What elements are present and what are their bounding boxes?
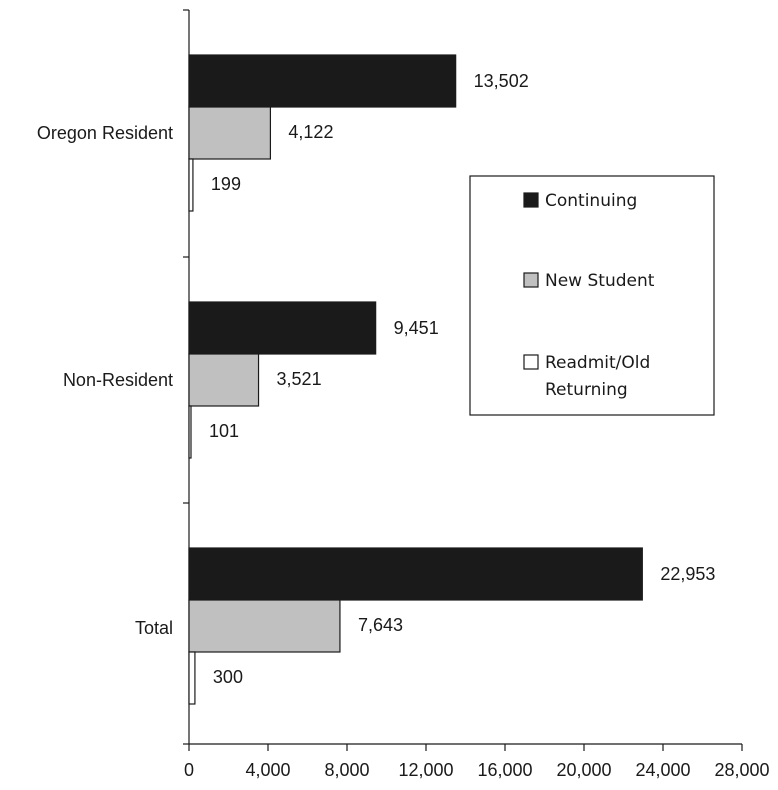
data-label: 101 <box>209 421 239 441</box>
x-tick-label: 0 <box>184 760 194 780</box>
x-tick-label: 8,000 <box>324 760 369 780</box>
category-label: Total <box>135 618 173 638</box>
legend-label-line2: Returning <box>545 380 628 400</box>
x-tick-label: 20,000 <box>556 760 611 780</box>
category-label: Non-Resident <box>63 370 173 390</box>
data-label: 7,643 <box>358 615 403 635</box>
legend-box <box>469 175 715 416</box>
data-label: 300 <box>213 667 243 687</box>
legend-swatch-new-student <box>523 272 539 288</box>
legend-label: Continuing <box>545 191 637 211</box>
bar-readmit-old-returning <box>188 158 194 212</box>
bar-new-student <box>188 599 341 653</box>
x-tick-label: 4,000 <box>245 760 290 780</box>
bar-readmit-old-returning <box>188 651 196 705</box>
legend-label: New Student <box>545 271 655 291</box>
bar-continuing <box>188 54 457 108</box>
bar-continuing <box>188 547 643 601</box>
legend-label: Readmit/Old <box>545 353 650 373</box>
legend-swatch-continuing <box>523 192 539 208</box>
bar-new-student <box>188 106 272 160</box>
x-tick-label: 16,000 <box>477 760 532 780</box>
data-label: 9,451 <box>394 318 439 338</box>
x-tick-label: 24,000 <box>635 760 690 780</box>
legend-swatch-readmit-old-returning <box>523 354 539 370</box>
x-tick-label: 12,000 <box>398 760 453 780</box>
x-tick-label: 28,000 <box>714 760 769 780</box>
data-label: 199 <box>211 174 241 194</box>
data-label: 13,502 <box>474 71 529 91</box>
category-label: Oregon Resident <box>37 123 173 143</box>
data-label: 22,953 <box>660 564 715 584</box>
data-label: 4,122 <box>288 122 333 142</box>
bar-readmit-old-returning <box>188 405 192 459</box>
data-label: 3,521 <box>277 369 322 389</box>
bar-new-student <box>188 353 260 407</box>
bar-continuing <box>188 301 377 355</box>
